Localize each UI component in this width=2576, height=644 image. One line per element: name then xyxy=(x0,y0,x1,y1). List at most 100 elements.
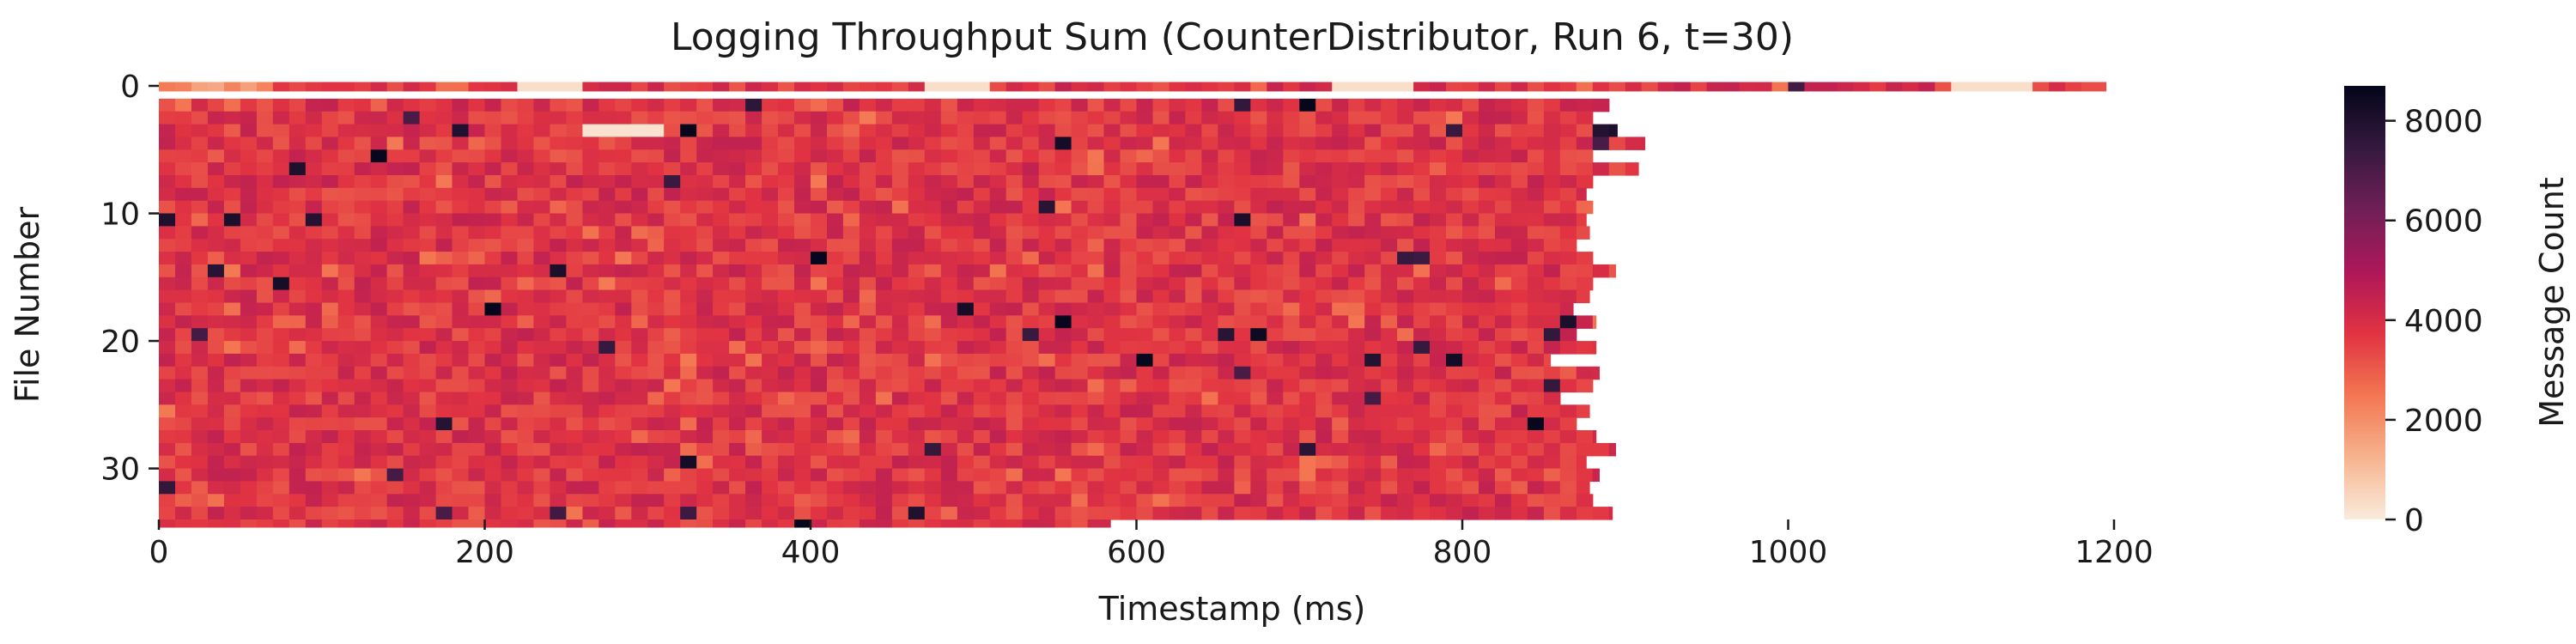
heatmap-cell xyxy=(1559,289,1577,304)
heatmap-cell xyxy=(745,379,762,393)
heatmap-cell xyxy=(386,417,404,431)
heatmap-cell xyxy=(403,341,421,355)
heatmap-cell xyxy=(745,98,762,112)
heatmap-cell xyxy=(1218,162,1235,176)
heatmap-cell xyxy=(647,213,665,227)
heatmap-cell xyxy=(940,315,958,329)
heatmap-cell xyxy=(1543,353,1552,368)
heatmap-cell xyxy=(762,187,779,202)
heatmap-cell xyxy=(452,455,470,470)
heatmap-cell xyxy=(1267,302,1284,316)
heatmap-cell xyxy=(1103,328,1121,342)
heatmap-cell xyxy=(778,366,795,380)
heatmap-cell xyxy=(1120,379,1138,393)
heatmap-cell xyxy=(533,252,550,265)
heatmap-cell xyxy=(615,162,632,176)
heatmap-cell xyxy=(973,149,991,163)
heatmap-cell xyxy=(1332,213,1349,227)
heatmap-cell xyxy=(468,137,486,150)
heatmap-cell xyxy=(1201,213,1218,227)
heatmap-cell xyxy=(1348,507,1365,520)
heatmap-cell xyxy=(908,226,926,240)
heatmap-cell xyxy=(1559,98,1577,112)
heatmap-cell xyxy=(1136,353,1154,368)
heatmap-cell xyxy=(827,213,844,227)
heatmap-cell xyxy=(1788,82,1806,92)
heatmap-cell xyxy=(1446,213,1463,227)
heatmap-cell xyxy=(875,417,893,431)
heatmap-cell xyxy=(875,162,893,176)
heatmap-cell xyxy=(1381,392,1398,405)
heatmap-cell xyxy=(1559,481,1577,495)
heatmap-cell xyxy=(827,404,844,418)
heatmap-cell xyxy=(1527,341,1545,355)
heatmap-cell xyxy=(1413,213,1431,227)
heatmap-cell xyxy=(272,124,290,138)
heatmap-cell xyxy=(159,417,176,431)
heatmap-cell xyxy=(321,302,339,316)
heatmap-cell xyxy=(762,289,779,304)
heatmap-cell xyxy=(1120,137,1138,150)
heatmap-cell xyxy=(484,328,502,342)
heatmap-cell xyxy=(256,239,274,252)
heatmap-cell xyxy=(1185,226,1202,240)
heatmap-cell xyxy=(1299,264,1316,278)
heatmap-cell xyxy=(1510,417,1528,431)
heatmap-cell xyxy=(615,137,632,150)
heatmap-cell xyxy=(1413,289,1431,304)
heatmap-cell xyxy=(1495,276,1512,291)
heatmap-cell xyxy=(207,519,225,528)
heatmap-cell xyxy=(680,481,697,495)
heatmap-cell xyxy=(778,137,795,150)
heatmap-cell xyxy=(729,366,746,380)
heatmap-cell xyxy=(1332,468,1349,483)
heatmap-cell xyxy=(1397,379,1414,393)
heatmap-cell xyxy=(957,162,975,176)
heatmap-cell xyxy=(501,494,519,507)
heatmap-cell xyxy=(1397,213,1414,227)
heatmap-cell xyxy=(566,213,583,227)
heatmap-cell xyxy=(501,82,519,92)
heatmap-cell xyxy=(1201,187,1218,202)
heatmap-cell xyxy=(533,302,550,316)
heatmap-cell xyxy=(533,366,550,380)
heatmap-cell xyxy=(1054,455,1072,470)
heatmap-cell xyxy=(664,264,681,278)
heatmap-cell xyxy=(484,111,502,125)
heatmap-cell xyxy=(1315,328,1333,342)
heatmap-cell xyxy=(1185,98,1202,112)
heatmap-cell xyxy=(1283,162,1300,176)
heatmap-cell xyxy=(989,366,1007,380)
heatmap-cell xyxy=(1218,366,1235,380)
heatmap-cell xyxy=(957,213,975,227)
heatmap-cell xyxy=(1005,226,1024,240)
heatmap-cell xyxy=(598,302,616,316)
heatmap-cell xyxy=(1087,98,1105,112)
heatmap-cell xyxy=(1510,276,1528,291)
heatmap-cell xyxy=(1152,379,1170,393)
heatmap-cell xyxy=(940,392,958,405)
heatmap-cell xyxy=(680,507,697,520)
heatmap-cell xyxy=(811,226,828,240)
heatmap-cell xyxy=(159,353,176,368)
heatmap-cell xyxy=(908,213,926,227)
heatmap-cell xyxy=(696,315,714,329)
heatmap-cell xyxy=(370,276,388,291)
heatmap-cell xyxy=(647,328,665,342)
heatmap-cell xyxy=(582,353,599,368)
heatmap-cell xyxy=(289,226,307,240)
heatmap-cell xyxy=(337,162,355,176)
heatmap-cell xyxy=(1430,392,1447,405)
heatmap-cell xyxy=(1495,226,1512,240)
heatmap-cell xyxy=(256,494,274,507)
heatmap-cell xyxy=(631,252,648,265)
heatmap-cell xyxy=(272,213,290,227)
heatmap-cell xyxy=(1332,137,1349,150)
heatmap-cell xyxy=(1120,366,1138,380)
heatmap-cell xyxy=(566,366,583,380)
heatmap-cell xyxy=(1299,392,1316,405)
heatmap-cell xyxy=(191,417,209,431)
heatmap-cell xyxy=(550,111,567,125)
heatmap-cell xyxy=(272,430,290,444)
heatmap-cell xyxy=(1543,226,1561,240)
